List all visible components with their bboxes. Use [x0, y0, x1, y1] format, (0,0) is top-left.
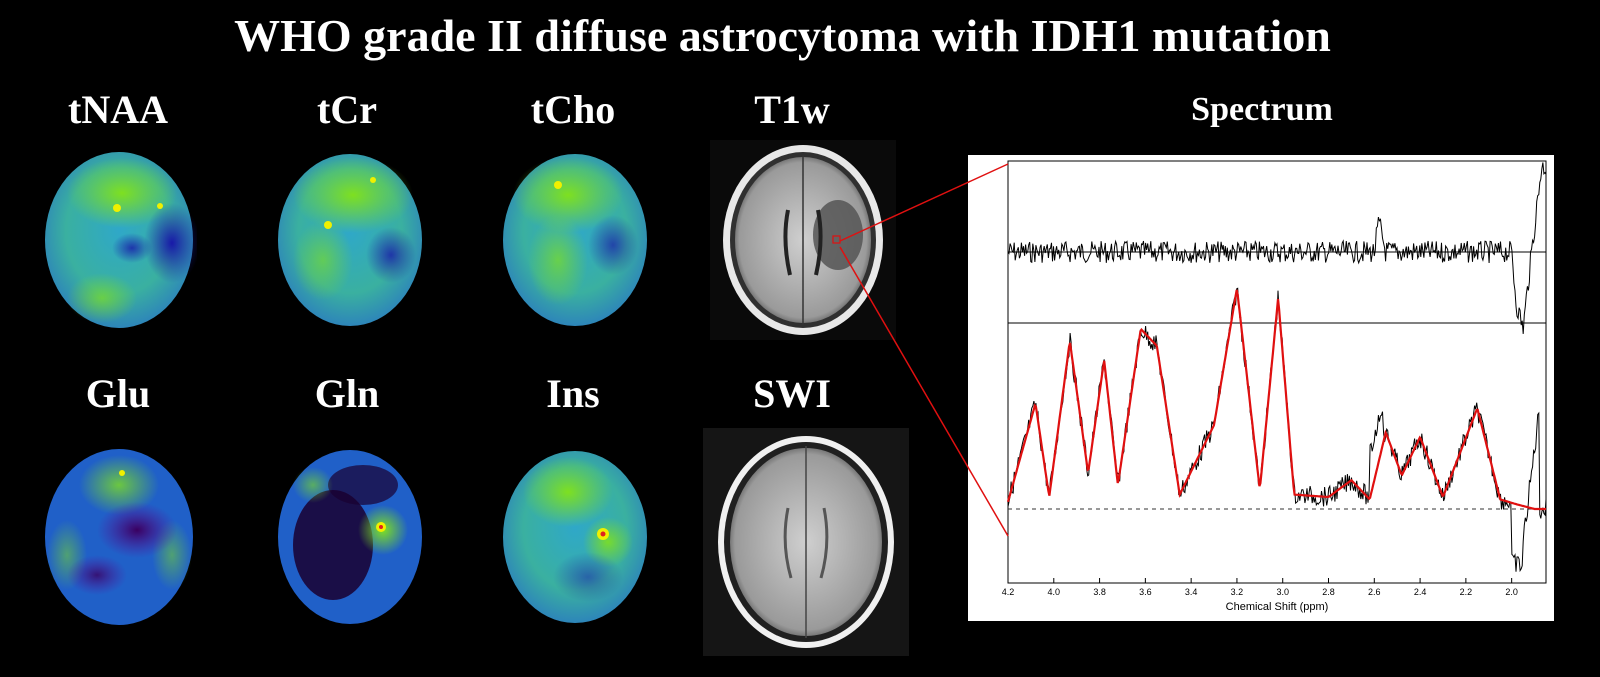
spectrum-chart: 4.2 4.0 3.8 3.6 3.4 3.2 3.0 2.8 2.6 2.4 2.2 2.0 Chem… [1002, 160, 1547, 613]
ins-map [503, 451, 647, 623]
x-tick-label: 2.2 [1460, 587, 1473, 597]
gln-map [278, 450, 422, 624]
x-tick-label: 4.0 [1048, 587, 1061, 597]
x-tick-label: 2.4 [1414, 587, 1427, 597]
x-axis-label: Chemical Shift (ppm) [1226, 601, 1329, 613]
x-tick-label: 3.4 [1185, 587, 1198, 597]
label-glu: Glu [85, 371, 151, 416]
label-spectrum: Spectrum [1191, 91, 1333, 128]
t1w-image [710, 140, 896, 340]
residual-line [1007, 162, 1547, 334]
x-tick-label: 2.6 [1368, 587, 1381, 597]
glu-map [45, 449, 193, 625]
residual-frame [1007, 160, 1547, 324]
spectrum-data-line [1007, 287, 1547, 573]
x-tick-label: 3.2 [1231, 587, 1244, 597]
fit-frame [1007, 322, 1547, 584]
spectrum-fit-line [1006, 289, 1546, 511]
tcho-map [503, 154, 647, 326]
label-gln: Gln [314, 371, 380, 416]
x-tick-label: 2.0 [1505, 587, 1518, 597]
label-tcr: tCr [317, 87, 377, 132]
x-tick-label: 4.2 [1002, 587, 1015, 597]
spectrum-panel: 4.2 4.0 3.8 3.6 3.4 3.2 3.0 2.8 2.6 2.4 2.2 2.0 Chem… [968, 155, 1554, 621]
tnaa-map [45, 152, 197, 328]
x-tick-label: 3.0 [1276, 587, 1289, 597]
tcr-map [278, 154, 422, 326]
label-t1w: T1w [754, 87, 830, 132]
label-tnaa: tNAA [68, 87, 168, 132]
swi-image [703, 428, 909, 656]
x-tick-label: 2.8 [1322, 587, 1335, 597]
label-ins: Ins [546, 371, 600, 416]
figure-title: WHO grade II diffuse astrocytoma with ID… [234, 10, 1331, 61]
label-swi: SWI [753, 371, 831, 416]
x-tick-label: 3.8 [1093, 587, 1106, 597]
label-tcho: tCho [530, 87, 616, 132]
x-tick-label: 3.6 [1139, 587, 1152, 597]
